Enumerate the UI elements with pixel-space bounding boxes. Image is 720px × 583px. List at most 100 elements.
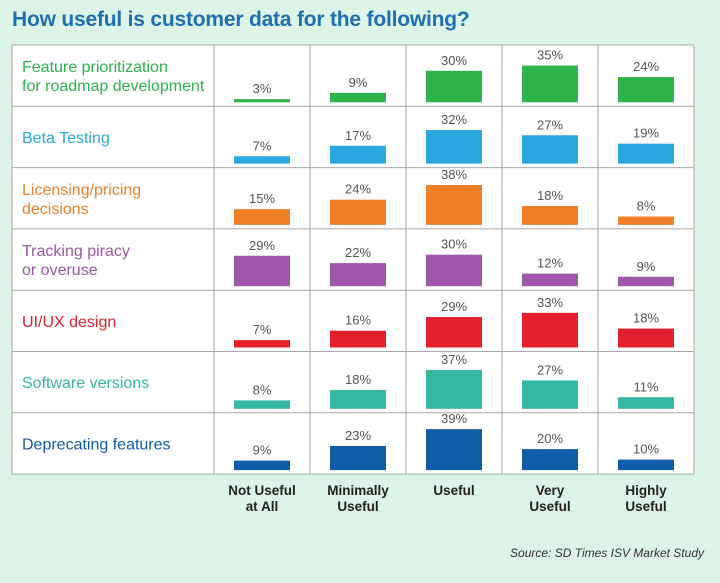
data-label: 29%	[441, 299, 467, 314]
bar	[522, 206, 578, 225]
data-label: 23%	[345, 428, 371, 443]
bar	[234, 340, 290, 348]
row-label-line: Tracking piracy	[22, 243, 130, 260]
bar	[618, 459, 674, 471]
row-label: Licensing/pricing decisions	[22, 182, 141, 218]
column-label: Highly Useful	[625, 483, 667, 514]
row-label: Deprecating features	[22, 436, 171, 453]
column-label-line: Minimally	[327, 483, 389, 498]
bar	[234, 460, 290, 471]
bar	[522, 65, 578, 103]
column-label: Useful	[433, 483, 474, 498]
bar	[234, 255, 290, 287]
bar	[330, 199, 386, 225]
column-label-line: Not Useful	[228, 483, 296, 498]
bar	[426, 429, 482, 471]
row-label-line: Deprecating features	[22, 436, 171, 453]
bar	[618, 328, 674, 348]
row-label-line: Feature prioritization	[22, 59, 168, 76]
data-label: 24%	[345, 182, 371, 197]
column-label-line: Useful	[337, 499, 378, 514]
bar	[522, 135, 578, 164]
data-label: 19%	[633, 126, 659, 141]
data-label: 29%	[249, 238, 275, 253]
data-label: 7%	[253, 322, 272, 337]
bar	[426, 369, 482, 409]
chart-title: How useful is customer data for the foll…	[12, 8, 470, 31]
data-label: 22%	[345, 245, 371, 260]
data-label: 35%	[537, 48, 563, 63]
bar	[618, 397, 674, 409]
bar	[522, 449, 578, 471]
data-label: 3%	[253, 81, 272, 96]
bar	[234, 209, 290, 225]
bar	[618, 276, 674, 287]
data-label: 38%	[441, 167, 467, 182]
data-label: 9%	[349, 75, 368, 90]
row-label: Beta Testing	[22, 130, 110, 147]
bar	[330, 145, 386, 164]
column-label-line: Useful	[529, 499, 570, 514]
bar	[426, 130, 482, 164]
row-label-line: or overuse	[22, 262, 98, 279]
bar	[330, 389, 386, 409]
bar	[426, 185, 482, 225]
row-label: Tracking piracy or overuse	[22, 243, 130, 279]
data-label: 8%	[637, 199, 656, 214]
data-label: 16%	[345, 313, 371, 328]
data-label: 18%	[537, 188, 563, 203]
bar	[522, 380, 578, 409]
data-label: 32%	[441, 112, 467, 127]
bar	[234, 156, 290, 164]
column-label-line: Useful	[433, 483, 474, 498]
bar	[426, 254, 482, 287]
data-label: 30%	[441, 237, 467, 252]
data-label: 7%	[253, 138, 272, 153]
bar	[330, 445, 386, 471]
row-label-line: UI/UX design	[22, 314, 116, 331]
bar	[618, 77, 674, 103]
column-label: Very Useful	[529, 483, 570, 514]
bar	[426, 70, 482, 103]
data-label: 20%	[537, 431, 563, 446]
data-label: 33%	[537, 295, 563, 310]
bar	[330, 263, 386, 287]
row-label: Feature prioritization for roadmap develo…	[22, 59, 205, 95]
column-label: Not Useful at All	[228, 483, 296, 514]
data-label: 9%	[253, 443, 272, 458]
bar	[522, 273, 578, 287]
bar	[330, 92, 386, 103]
row-label-line: Software versions	[22, 375, 149, 392]
bar	[618, 216, 674, 225]
column-label-line: Highly	[625, 483, 667, 498]
data-label: 27%	[537, 362, 563, 377]
column-label-line: Useful	[625, 499, 666, 514]
data-label: 17%	[345, 128, 371, 143]
bar	[426, 317, 482, 348]
data-label: 10%	[633, 442, 659, 457]
data-label: 12%	[537, 256, 563, 271]
data-label: 9%	[637, 259, 656, 274]
bar	[234, 99, 290, 103]
bar	[522, 312, 578, 348]
data-label: 24%	[633, 59, 659, 74]
data-label: 18%	[633, 311, 659, 326]
data-label: 18%	[345, 372, 371, 387]
row-label-line: Licensing/pricing	[22, 182, 141, 199]
column-label: Minimally Useful	[327, 483, 389, 514]
data-label: 27%	[537, 117, 563, 132]
data-label: 8%	[253, 382, 272, 397]
column-label-line: at All	[246, 499, 279, 514]
column-label-line: Very	[536, 483, 565, 498]
source-note: Source: SD Times ISV Market Study	[510, 546, 704, 560]
row-label: UI/UX design	[22, 314, 116, 331]
data-label: 11%	[633, 379, 658, 394]
row-label-line: Beta Testing	[22, 130, 110, 147]
bar	[234, 400, 290, 409]
bar	[618, 143, 674, 164]
data-label: 15%	[249, 191, 275, 206]
bar	[330, 330, 386, 348]
row-label-line: for roadmap development	[22, 78, 205, 95]
row-label-line: decisions	[22, 201, 89, 218]
